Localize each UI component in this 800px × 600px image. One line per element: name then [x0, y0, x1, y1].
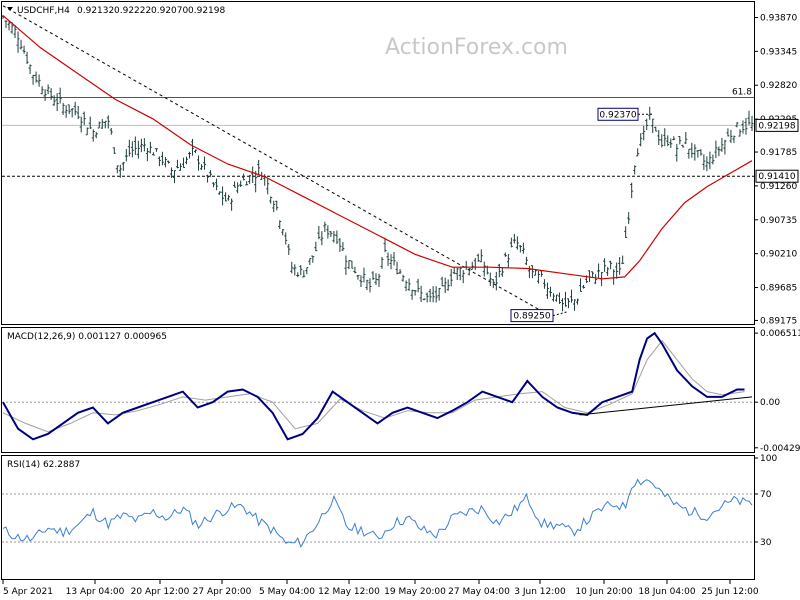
annotation-high: 0.92370	[599, 110, 636, 120]
rsi-ytick-label: 70	[760, 490, 772, 500]
moving-average-line	[2, 15, 753, 280]
price-panel	[1, 1, 755, 325]
macd-ytick-label: -0.004298	[760, 444, 800, 454]
trendline	[2, 5, 551, 317]
ohlc-high: 0.92222	[114, 6, 151, 16]
current-price-label-box	[755, 118, 799, 132]
xtick-label: 27 Apr 20:00	[193, 587, 252, 597]
watermark: ActionForex.com	[385, 35, 568, 60]
price-ytick-label: 0.89175	[760, 316, 797, 326]
xtick-label: 27 May 04:00	[448, 587, 510, 597]
macd-title: MACD(12,26,9) 0.001127 0.000965	[7, 332, 167, 342]
xtick-label: 10 Jun 20:00	[575, 587, 632, 597]
support-level-label: 0.91410	[758, 172, 795, 182]
price-ytick-label: 0.93870	[760, 13, 797, 23]
symbol-label: USDCHF,H4	[17, 6, 70, 16]
price-ytick-label: 0.89685	[760, 284, 797, 294]
price-ytick-label: 0.91260	[760, 182, 797, 192]
price-ytick-label: 0.90210	[760, 250, 797, 260]
rsi-ytick-label: 30	[760, 538, 772, 548]
xtick-label: 3 Jun 12:00	[514, 587, 566, 597]
rsi-ytick-label: 100	[760, 454, 777, 464]
xtick-label: 5 May 04:00	[259, 587, 315, 597]
macd-signal-line	[2, 339, 745, 433]
xtick-label: 5 Apr 2021	[3, 587, 53, 597]
rsi-title: RSI(14) 62.2887	[7, 460, 80, 470]
price-ytick-label: 0.92820	[760, 81, 797, 91]
annotation-low: 0.89250	[513, 312, 550, 322]
macd-ytick-label: 0.006511	[760, 329, 800, 339]
xtick-label: 20 Apr 12:00	[131, 587, 190, 597]
dropdown-arrow-icon[interactable]	[7, 7, 13, 11]
ohlc-open: 0.92132	[77, 6, 114, 16]
rsi-panel	[1, 455, 755, 580]
support-level-label-box	[755, 169, 799, 183]
xtick-label: 13 Apr 04:00	[66, 587, 125, 597]
annotation-low-pointer	[552, 311, 569, 317]
macd-trendline	[579, 396, 753, 416]
ohlc-close: 0.92198	[188, 6, 225, 16]
price-ytick-label: 0.90735	[760, 216, 797, 226]
price-ytick-label: 0.91785	[760, 148, 797, 158]
macd-panel	[1, 327, 755, 453]
xtick-label: 25 Jun 12:00	[701, 587, 758, 597]
fib-label: 61.8	[732, 88, 752, 98]
current-price-label: 0.92198	[758, 121, 795, 131]
xtick-label: 18 Jun 04:00	[638, 587, 695, 597]
macd-line	[2, 331, 745, 441]
xtick-label: 12 May 12:00	[318, 587, 380, 597]
xtick-label: 19 May 20:00	[384, 587, 446, 597]
ohlc-low: 0.92070	[151, 6, 188, 16]
macd-ytick-label: 0.00	[760, 398, 780, 408]
price-ytick-label: 0.93345	[760, 47, 797, 57]
price-bars	[1, 15, 754, 312]
rsi-line	[2, 478, 753, 548]
